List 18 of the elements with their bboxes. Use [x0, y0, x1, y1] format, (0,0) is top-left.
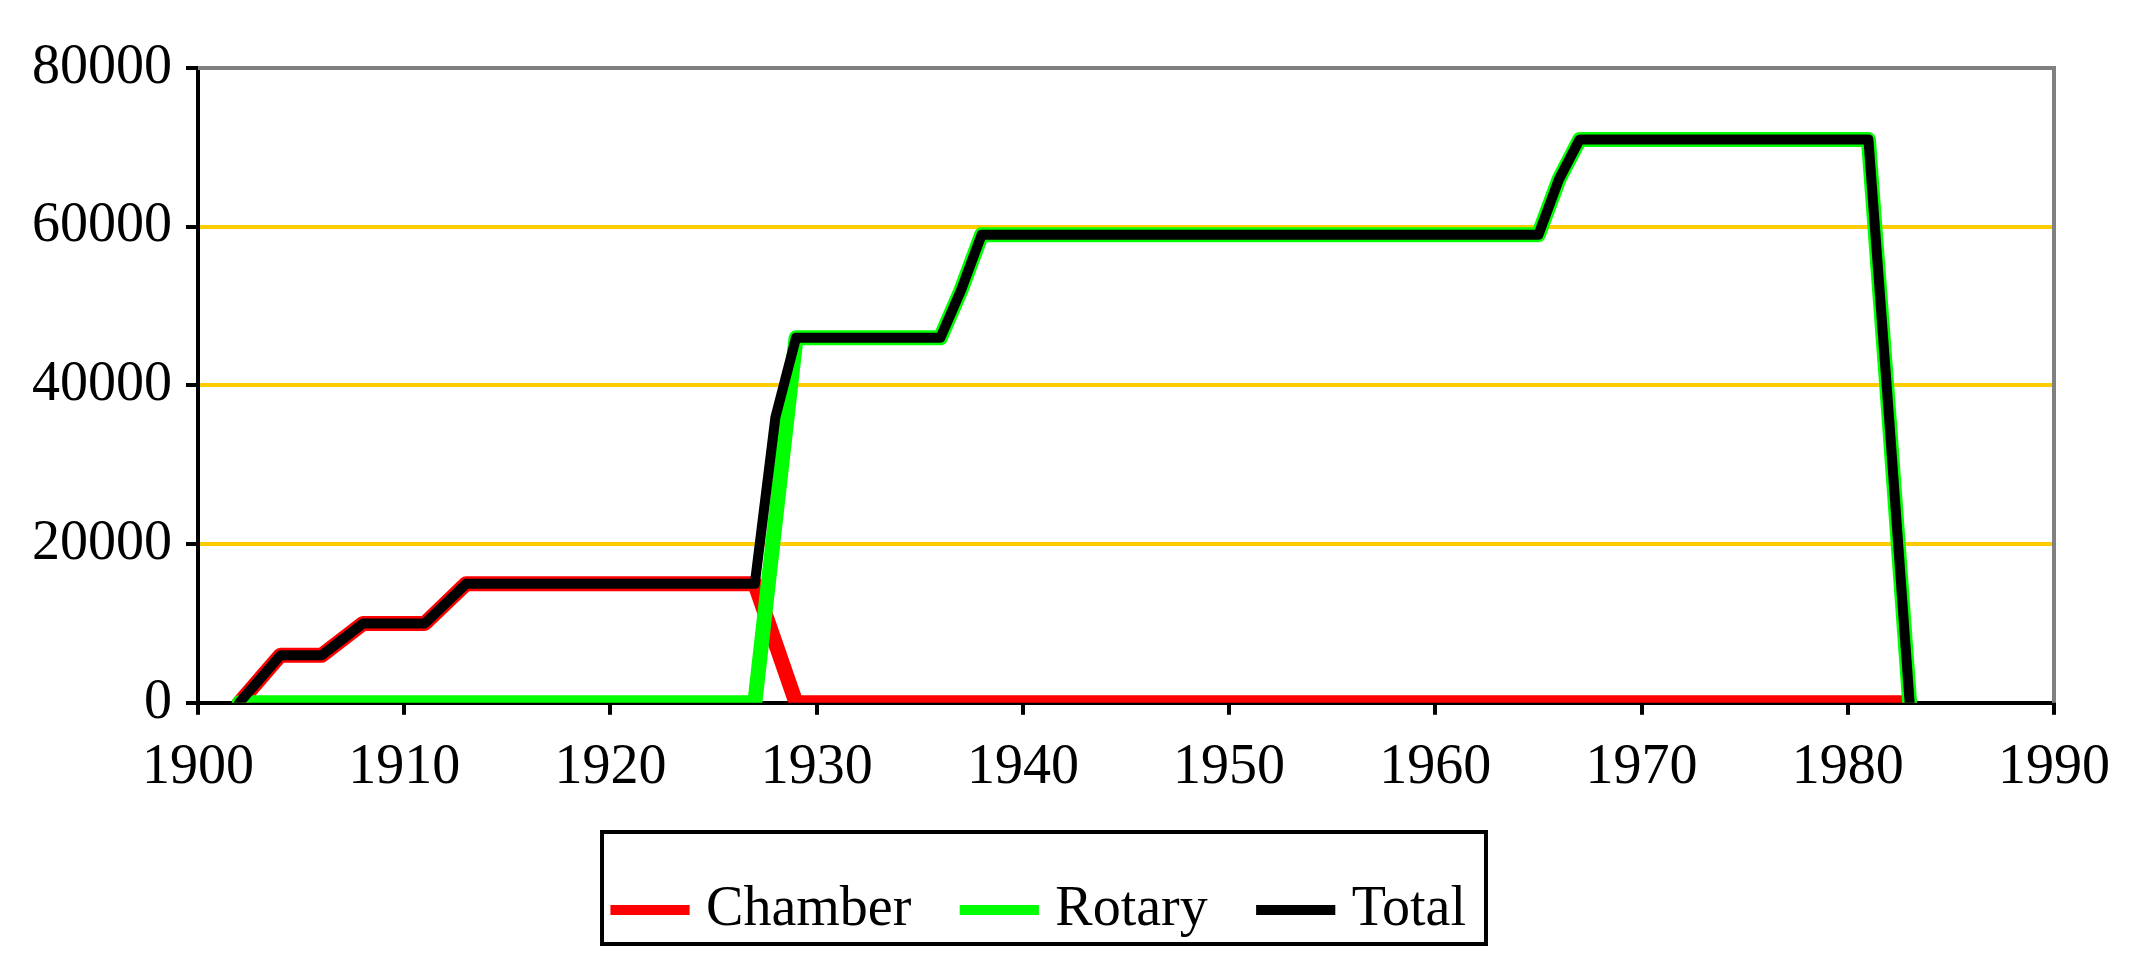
x-tick-label: 1910 [348, 733, 461, 796]
x-tick-label: 1980 [1791, 733, 1904, 796]
y-tick-label: 20000 [32, 508, 172, 571]
x-tick-label: 1920 [554, 733, 667, 796]
y-tick-label: 60000 [32, 191, 172, 254]
legend-label: Chamber [706, 874, 912, 937]
legend-label: Total [1351, 874, 1466, 937]
x-tick-label: 1960 [1379, 733, 1492, 796]
x-tick-label: 1900 [142, 733, 254, 796]
x-tick-label: 1950 [1173, 733, 1286, 796]
y-tick-label: 0 [144, 667, 172, 730]
y-tick-label: 40000 [32, 350, 172, 413]
x-tick-label: 1940 [966, 733, 1079, 796]
x-tick-label: 1930 [760, 733, 873, 796]
x-tick-label: 1970 [1585, 733, 1698, 796]
y-tick-label: 80000 [32, 32, 172, 95]
legend-label: Rotary [1055, 874, 1208, 937]
x-tick-label: 1990 [1998, 733, 2110, 796]
